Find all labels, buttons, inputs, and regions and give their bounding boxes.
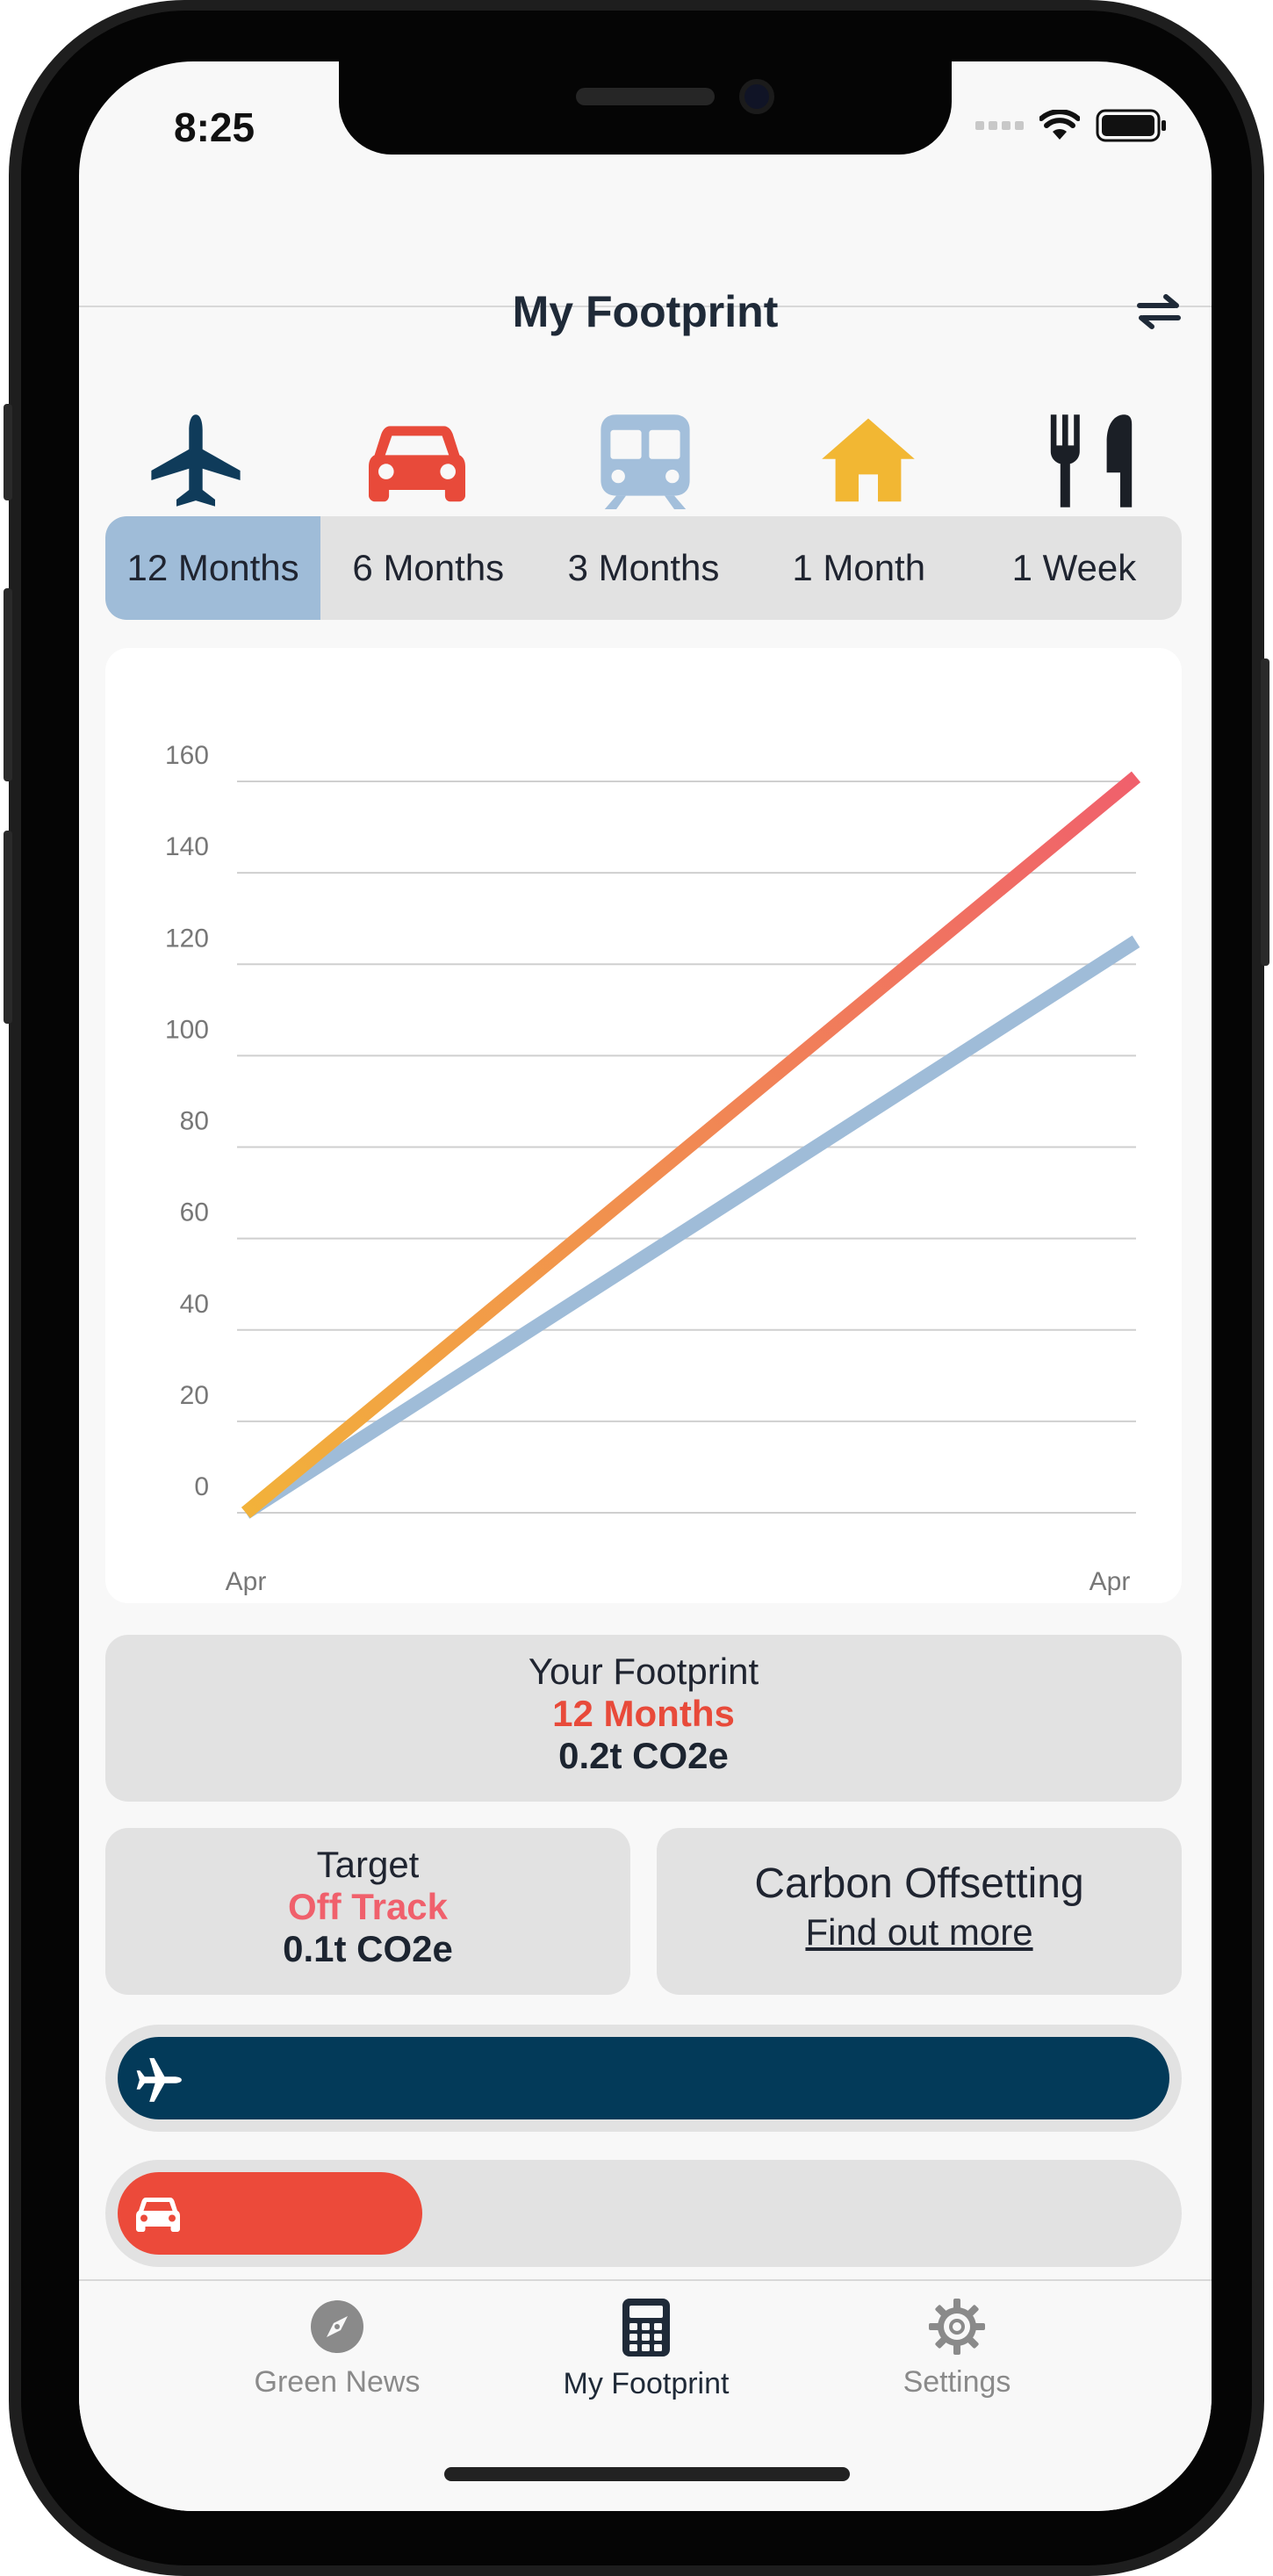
y-tick-label: 0 [194,1472,209,1501]
x-tick-label: Apr [1090,1567,1131,1596]
mute-switch [4,404,12,500]
carbon-offsetting-card[interactable]: Carbon Offsetting Find out more [657,1828,1182,1995]
calculator-icon [622,2299,670,2357]
phone-frame: 8:25 My Footprint [4,0,1269,2576]
target-label: Target [316,1844,420,1885]
flights-breakdown-bar[interactable] [105,2025,1182,2132]
period-6-months[interactable]: 6 Months [352,547,505,588]
swap-arrows-icon[interactable] [1133,291,1185,330]
front-camera [739,79,774,114]
chart-canvas: 0 20 40 60 80 100 120 140 160 Apr Apr [165,741,1141,1596]
footprint-chart: 0 20 40 60 80 100 120 140 160 Apr Apr [105,648,1182,1603]
y-tick-label: 40 [180,1290,209,1319]
airplane-icon[interactable] [147,413,244,509]
tab-label: My Footprint [563,2367,730,2400]
footprint-series-line [241,771,1141,1519]
target-status: Off Track [287,1886,449,1927]
tab-my-footprint[interactable]: My Footprint [514,2299,778,2401]
y-tick-label: 80 [180,1107,209,1136]
footprint-period: 12 Months [552,1693,735,1734]
tab-label: Settings [903,2365,1011,2399]
notch [339,61,952,155]
battery-icon [1096,109,1166,142]
flights-bar-fill [118,2037,1169,2119]
category-selector [79,413,1212,518]
period-12-months[interactable]: 12 Months [105,516,321,620]
train-icon[interactable] [597,413,694,509]
find-out-more-link[interactable]: Find out more [805,1911,1033,1953]
target-card[interactable]: Target Off Track 0.1t CO2e [105,1828,630,1995]
y-tick-label: 100 [165,1015,209,1044]
cellular-signal-icon [975,121,1024,130]
home-indicator[interactable] [444,2467,850,2481]
offsetting-title: Carbon Offsetting [754,1860,1084,1907]
footprint-summary-card[interactable]: Your Footprint 12 Months 0.2t CO2e [105,1635,1182,1802]
period-selector: 12 Months 6 Months 3 Months 1 Month 1 We… [105,516,1182,620]
utensils-icon[interactable] [1043,413,1140,509]
volume-up-button [4,588,12,781]
tab-settings[interactable]: Settings [825,2299,1089,2400]
volume-down-button [4,831,12,1024]
speaker [576,88,715,105]
footprint-label: Your Footprint [528,1651,759,1692]
y-tick-label: 140 [165,832,209,861]
wifi-icon [1039,110,1080,140]
footprint-value: 0.2t CO2e [558,1735,729,1776]
x-tick-label: Apr [226,1567,267,1596]
period-3-months[interactable]: 3 Months [567,547,720,588]
y-tick-label: 160 [165,741,209,770]
airplane-icon [136,2058,182,2102]
period-1-week[interactable]: 1 Week [1011,547,1137,588]
app-screen: 8:25 My Footprint [79,61,1212,2511]
tab-green-news[interactable]: Green News [205,2299,469,2400]
status-time: 8:25 [174,104,255,150]
home-icon[interactable] [820,413,917,509]
car-icon [136,2198,180,2232]
car-bar-fill [118,2172,422,2255]
period-1-month[interactable]: 1 Month [792,547,926,588]
gear-icon [929,2299,985,2355]
page-title: My Footprint [512,287,779,336]
y-tick-label: 20 [180,1381,209,1410]
power-button [1261,658,1269,966]
y-tick-label: 60 [180,1198,209,1227]
y-tick-label: 120 [165,924,209,953]
car-breakdown-bar[interactable] [105,2160,1182,2267]
tab-label: Green News [254,2365,421,2399]
target-series-line [241,935,1140,1519]
target-value: 0.1t CO2e [283,1928,453,1969]
car-icon[interactable] [369,413,465,509]
compass-icon [311,2300,363,2353]
status-indicators [975,109,1168,142]
navigation-bar [79,211,1212,307]
